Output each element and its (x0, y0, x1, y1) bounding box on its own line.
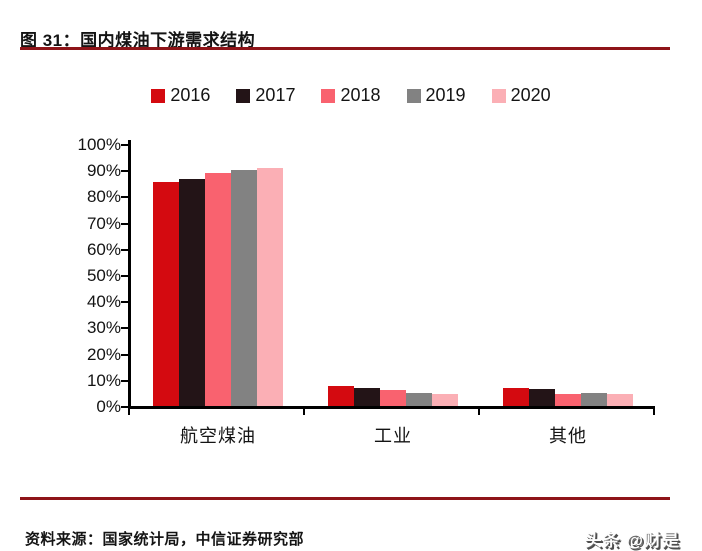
y-axis-tick (121, 196, 128, 199)
legend-swatch (491, 88, 506, 103)
legend-item-2020: 2020 (491, 85, 551, 106)
legend-item-2017: 2017 (236, 85, 295, 106)
legend-swatch (236, 88, 251, 103)
y-axis-tick-label: 20% (86, 344, 121, 364)
bar-其他-2018 (554, 394, 581, 406)
y-axis-tick (121, 144, 128, 146)
bar-工业-2020 (431, 394, 458, 406)
category-label-2: 工业 (374, 426, 412, 446)
legend-item-2016: 2016 (151, 85, 210, 106)
y-axis-tick (121, 301, 128, 304)
bar-其他-2017 (528, 388, 555, 406)
bar-航空煤油-2016 (152, 181, 179, 406)
x-axis-origin-tick (128, 406, 130, 415)
bar-航空煤油-2020 (256, 167, 283, 406)
y-axis-tick-label: 90% (86, 161, 121, 181)
bar-chart: 0% 10% 20% 30% 40% 50% 60% 70% 80% 90% 100% 航空煤油 工业 其… (0, 130, 702, 460)
bar-航空煤油-2017 (178, 179, 205, 406)
bar-工业-2017 (353, 387, 380, 406)
y-axis-tick (121, 379, 128, 382)
y-axis-tick-label: 10% (86, 370, 121, 390)
x-axis-tick (653, 406, 655, 415)
legend-label: 2016 (170, 85, 211, 105)
legend-swatch (151, 88, 166, 103)
y-axis-tick-label: 40% (86, 292, 121, 312)
category-label-3: 其他 (549, 426, 587, 446)
y-axis-tick (121, 170, 128, 173)
category-label-1: 航空煤油 (180, 426, 256, 446)
legend-item-2019: 2019 (406, 85, 466, 106)
y-axis-tick-label: 30% (86, 318, 121, 338)
bar-其他-2019 (580, 392, 607, 406)
bar-工业-2018 (379, 390, 406, 406)
y-axis-tick (121, 353, 128, 356)
legend-swatch (406, 88, 421, 103)
legend-item-2018: 2018 (321, 85, 381, 106)
bar-航空煤油-2019 (230, 170, 257, 406)
footer-rule (20, 497, 670, 500)
title-underline-rule (20, 47, 670, 50)
legend-label: 2017 (255, 85, 296, 105)
y-axis-tick-label: 70% (86, 213, 121, 233)
y-axis-tick (121, 327, 128, 330)
y-axis-tick (121, 406, 128, 408)
x-axis-tick (478, 406, 480, 415)
y-axis-tick (121, 275, 128, 277)
chart-legend: 2016 2017 2018 2019 2020 (0, 85, 702, 106)
bar-其他-2020 (606, 394, 633, 406)
y-axis-line (128, 140, 131, 409)
y-axis-tick-label: 0% (96, 397, 121, 416)
bar-航空煤油-2018 (204, 172, 231, 406)
bar-其他-2016 (502, 387, 529, 406)
legend-label: 2020 (510, 85, 551, 105)
bar-工业-2019 (405, 392, 432, 406)
legend-label: 2019 (425, 85, 466, 105)
y-axis-tick-label: 100% (77, 135, 121, 154)
source-note: 资料来源：国家统计局，中信证券研究部 (25, 531, 305, 548)
x-axis-line (128, 406, 655, 409)
y-axis-tick (121, 248, 128, 251)
bar-工业-2016 (327, 386, 354, 406)
y-axis-tick-label: 50% (86, 266, 121, 285)
y-axis-tick-label: 80% (86, 187, 121, 207)
legend-swatch (321, 88, 336, 103)
figure-title: 图 31：国内煤油下游需求结构 (20, 31, 256, 50)
x-axis-tick (303, 406, 305, 415)
legend-label: 2018 (340, 85, 381, 105)
y-axis-tick-label: 60% (86, 239, 121, 259)
y-axis-tick (121, 222, 128, 225)
watermark: 头条 @财是 (584, 531, 680, 550)
